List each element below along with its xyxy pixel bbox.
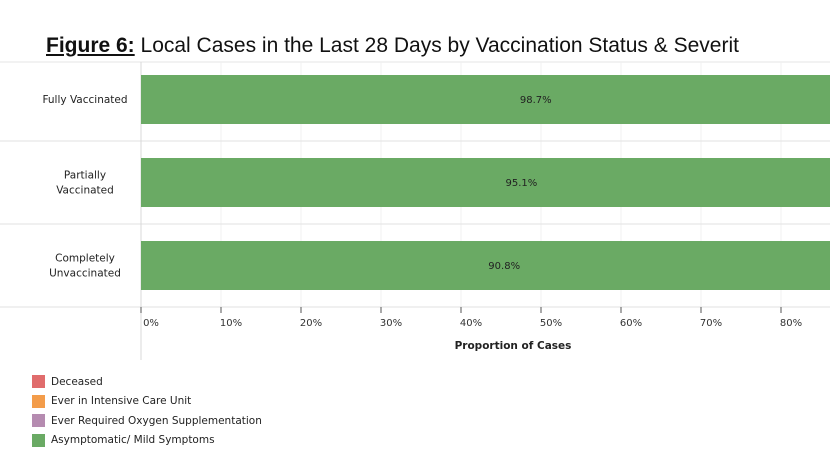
title-text: Local Cases in the Last 28 Days by Vacci… xyxy=(134,34,739,57)
legend-swatch xyxy=(32,394,45,408)
category-label: Fully Vaccinated xyxy=(42,94,127,106)
legend-swatch xyxy=(32,375,45,389)
category-label: Completely xyxy=(55,253,115,265)
figure-number: Figure 6: xyxy=(46,34,135,57)
legend-label: Deceased xyxy=(51,375,103,388)
chart-title: Figure 6: Local Cases in the Last 28 Day… xyxy=(46,34,739,58)
data-label: 98.7% xyxy=(520,95,552,106)
x-tick-label: 40% xyxy=(460,318,482,329)
x-tick-label: 10% xyxy=(220,318,242,329)
x-tick-label: 30% xyxy=(380,318,402,329)
x-tick-label: 70% xyxy=(700,318,722,329)
legend-label: Ever Required Oxygen Supplementation xyxy=(51,414,262,427)
legend-item: Deceased xyxy=(32,372,262,392)
data-label: 95.1% xyxy=(506,178,538,189)
legend-label: Ever in Intensive Care Unit xyxy=(51,395,192,408)
bar-segment xyxy=(141,241,830,290)
x-axis-label: Proportion of Cases xyxy=(455,340,572,352)
x-tick-label: 80% xyxy=(780,318,802,329)
legend-item: Ever Required Oxygen Supplementation xyxy=(32,411,262,431)
x-tick-label: 20% xyxy=(300,318,322,329)
x-tick-label: 60% xyxy=(620,318,642,329)
legend: Deceased Ever in Intensive Care Unit Ever … xyxy=(32,372,262,450)
category-label: Vaccinated xyxy=(56,185,114,197)
legend-swatch xyxy=(32,414,45,428)
x-tick-label: 0% xyxy=(143,318,159,329)
legend-swatch xyxy=(32,433,45,447)
legend-item: Ever in Intensive Care Unit xyxy=(32,392,262,412)
bar-segment xyxy=(141,75,830,124)
legend-item: Asymptomatic/ Mild Symptoms xyxy=(32,431,262,451)
legend-label: Asymptomatic/ Mild Symptoms xyxy=(51,434,215,447)
x-tick-label: 50% xyxy=(540,318,562,329)
data-label: 90.8% xyxy=(488,261,520,272)
bar-segment xyxy=(141,158,830,207)
category-label: Partially xyxy=(64,170,106,182)
category-label: Unvaccinated xyxy=(49,268,121,280)
